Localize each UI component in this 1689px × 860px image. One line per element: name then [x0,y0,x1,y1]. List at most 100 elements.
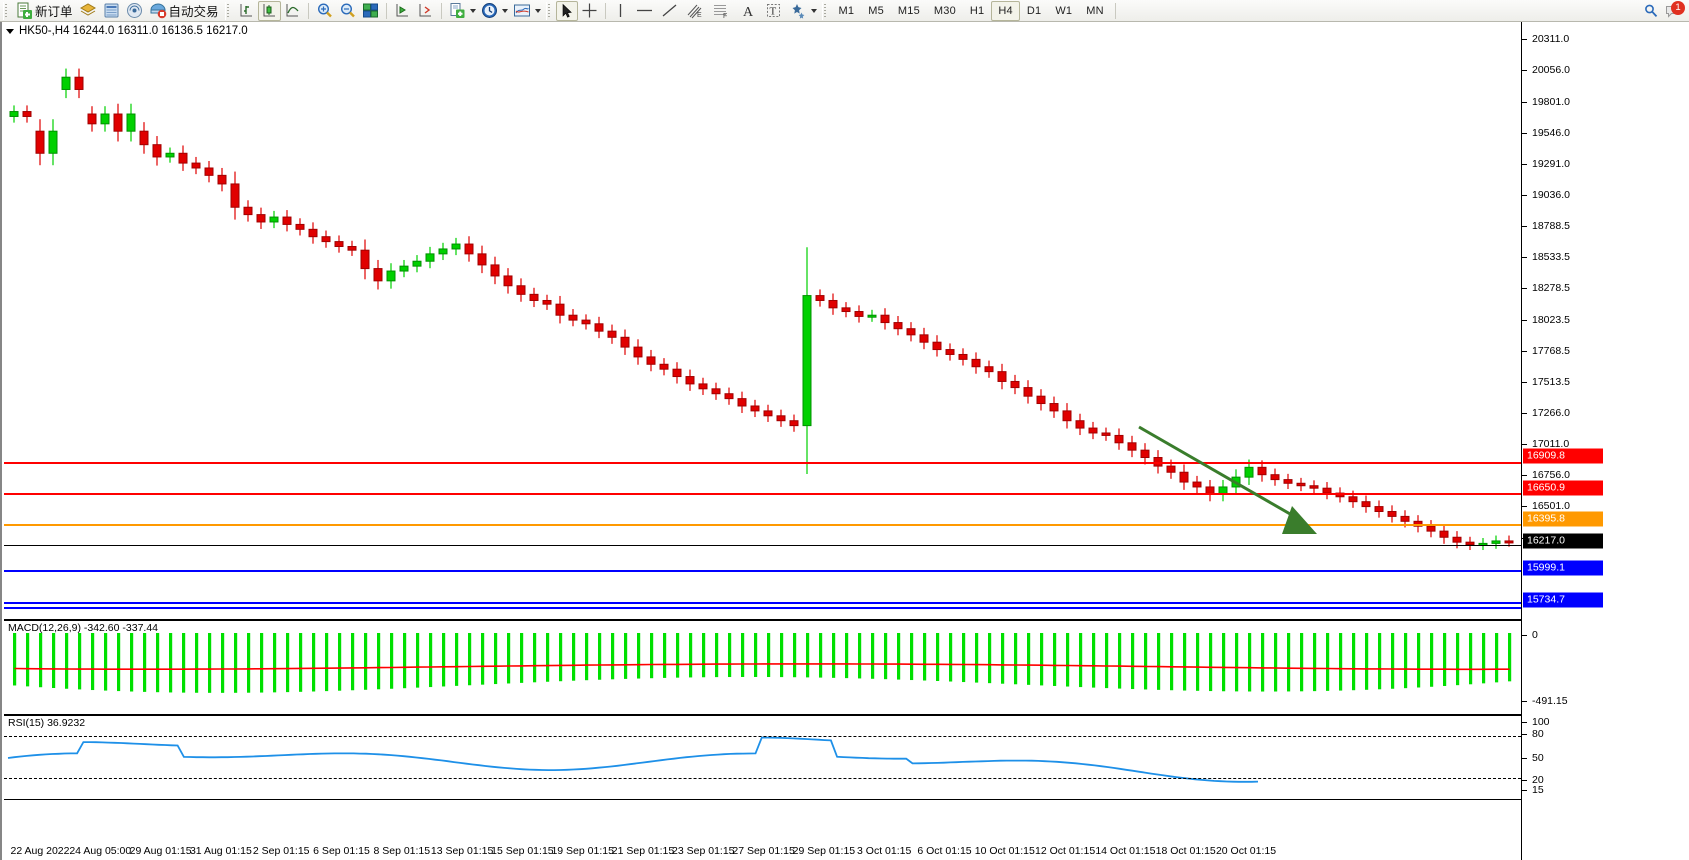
macd-histogram-bar [1326,633,1330,691]
macd-pane[interactable]: MACD(12,26,9) -342.60 -337.44 [4,619,1521,712]
period-dropdown-caret[interactable] [501,9,510,13]
market-watch-icon[interactable] [100,1,123,21]
zoom-in-icon[interactable] [313,1,336,21]
indicators-icon[interactable] [510,1,534,21]
macd-histogram-bar [52,633,56,689]
candlestick-chart-icon[interactable] [257,0,281,21]
candle-body [282,216,292,225]
data-window-icon[interactable] [123,1,146,21]
candle-body [1088,427,1098,434]
last-price-line-16217[interactable] [4,545,1521,546]
candle-body [360,249,370,270]
period-m30[interactable]: M30 [933,4,956,17]
macd-histogram-bar [1079,633,1083,688]
toolbar-grip-2[interactable] [224,1,232,20]
price-badge-support-line[interactable]: 15734.7 [1523,592,1603,608]
trendline-icon[interactable] [657,1,682,21]
price-badge-support-line[interactable]: 15999.1 [1523,560,1603,576]
macd-histogram-bar [962,633,966,683]
period-d1[interactable]: D1 [1026,4,1042,17]
notifications-icon[interactable]: 1 [1662,0,1685,21]
macd-histogram-bar [429,633,433,688]
macd-histogram-bar [377,633,381,690]
candle-body [646,356,656,365]
profiles-icon[interactable] [76,1,100,21]
candlestick-series [9,68,1514,551]
templates-dropdown-caret[interactable] [469,9,478,13]
resistance-line-16650[interactable] [4,493,1521,495]
shapes-icon[interactable] [785,1,810,21]
candle-body [997,371,1007,382]
price-badge-resistance-line[interactable]: 16650.9 [1523,480,1603,496]
macd-histogram-bar [1274,633,1278,692]
price-tick: 19546.0 [1522,127,1570,139]
chart-window[interactable]: HK50-,H4 16244.0 16311.0 16136.5 16217.0 [0,22,1689,860]
candle-body [1426,525,1436,532]
price-badge-resistance-line[interactable]: 16909.8 [1523,448,1603,464]
candle-body [230,183,240,208]
period-icon[interactable] [478,1,501,21]
auto-trading-icon[interactable]: 自动交易 [146,1,222,21]
macd-histogram-bar [442,633,446,687]
macd-histogram-bar [1417,633,1421,688]
vertical-line-icon[interactable] [610,1,632,21]
candle-body [334,241,344,248]
svg-text:F: F [723,13,727,19]
cursor-icon[interactable] [555,0,578,21]
auto-scroll-icon[interactable] [414,1,437,21]
support-line-15999[interactable] [4,570,1521,572]
price-tick: 20056.0 [1522,64,1570,76]
period-m5[interactable]: M5 [868,4,884,17]
rsi-pane[interactable]: RSI(15) 36.9232 [4,714,1521,800]
chart-plot-area[interactable]: MACD(12,26,9) -342.60 -337.44 RSI(15) 36… [4,22,1521,860]
chart-shift-icon[interactable] [391,1,414,21]
price-axis[interactable]: 20311.0 20056.0 19801.0 19546.0 19291.0 19036… [1521,22,1689,860]
period-m15[interactable]: M15 [897,4,920,17]
time-tick: 19 Sep 01:15 [551,845,614,857]
tile-windows-icon[interactable] [359,1,382,21]
zoom-out-icon[interactable] [336,1,359,21]
period-h4[interactable]: H4 [991,0,1020,21]
resistance-line-16909[interactable] [4,462,1521,464]
new-order-button[interactable]: 新订单 [13,1,76,21]
price-pane[interactable] [4,22,1521,617]
toolbar-grip[interactable] [3,1,10,20]
period-m1[interactable]: M1 [838,4,855,17]
toolbar-grip-3[interactable] [545,1,553,20]
crosshair-icon[interactable] [578,1,601,21]
period-mn[interactable]: MN [1086,4,1104,17]
templates-icon[interactable] [446,1,469,21]
candle-body [1023,387,1033,397]
macd-histogram-bar [78,633,82,690]
macd-histogram-bar [1443,633,1447,687]
support-line-15734[interactable] [4,602,1521,604]
fibonacci-icon[interactable]: F [708,1,734,21]
candle-body [74,76,84,90]
equidistant-channel-icon[interactable]: E [682,1,708,21]
price-badge-pivot-line[interactable]: 16395.8 [1523,511,1603,527]
toolbar-grip-4[interactable] [821,1,829,20]
rsi-label: RSI(15) 36.9232 [8,717,86,729]
candle-body [828,299,838,309]
macd-histogram-bar [1209,633,1213,692]
candle-body [386,270,396,282]
text-icon[interactable]: A [734,1,762,21]
price-badge-last-price-line[interactable]: 16217.0 [1523,533,1603,549]
macd-histogram-bar [624,633,628,679]
time-axis[interactable]: 22 Aug 2022 24 Aug 05:00 29 Aug 01:15 31 Au… [6,842,1353,860]
candle-body [1062,410,1072,422]
bar-chart-icon[interactable] [235,1,258,21]
chart-menu-caret-icon[interactable] [6,28,14,34]
search-icon[interactable] [1640,1,1662,21]
period-h1[interactable]: H1 [969,4,985,17]
line-chart-icon[interactable] [281,1,304,21]
text-label-icon[interactable]: T [762,1,785,21]
pivot-line-16395[interactable] [4,524,1521,526]
period-w1[interactable]: W1 [1055,4,1073,17]
candle-body [1192,481,1202,488]
indicators-dropdown-caret[interactable] [534,9,543,13]
candle-body [425,253,435,262]
shapes-dropdown-caret[interactable] [810,9,819,13]
horizontal-line-icon[interactable] [632,1,657,21]
